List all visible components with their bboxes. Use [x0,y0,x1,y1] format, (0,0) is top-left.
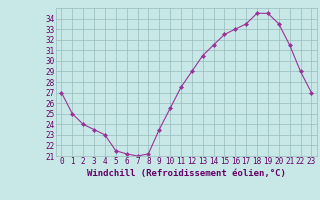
X-axis label: Windchill (Refroidissement éolien,°C): Windchill (Refroidissement éolien,°C) [87,169,286,178]
